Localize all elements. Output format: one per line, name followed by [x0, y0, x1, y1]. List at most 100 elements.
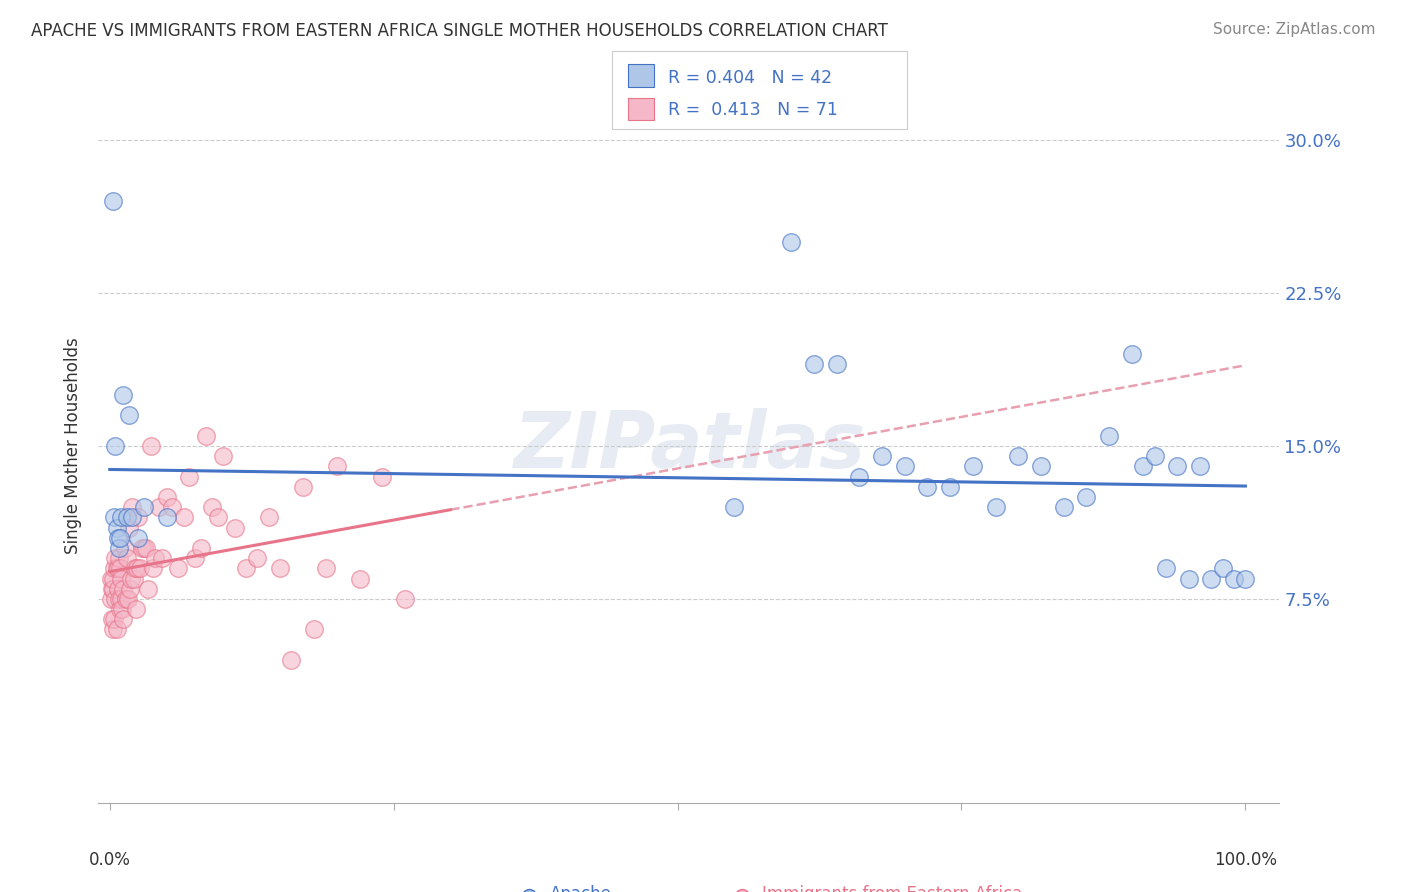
Point	[962, 459, 984, 474]
Point	[280, 653, 302, 667]
Text: APACHE VS IMMIGRANTS FROM EASTERN AFRICA SINGLE MOTHER HOUSEHOLDS CORRELATION CH: APACHE VS IMMIGRANTS FROM EASTERN AFRICA…	[31, 22, 887, 40]
Point	[112, 388, 135, 402]
Text: R = 0.404   N = 42: R = 0.404 N = 42	[668, 69, 832, 87]
Point	[110, 572, 132, 586]
Point	[162, 500, 183, 515]
Point	[201, 500, 224, 515]
Point	[120, 582, 142, 596]
Point	[848, 469, 870, 483]
Point	[179, 469, 201, 483]
Point	[121, 500, 143, 515]
Point	[127, 531, 149, 545]
Point	[143, 551, 166, 566]
Point	[138, 582, 160, 596]
Point	[108, 531, 131, 545]
Point	[108, 561, 131, 575]
Point	[1223, 572, 1246, 586]
Point	[131, 541, 153, 555]
Point	[120, 572, 142, 586]
Point	[107, 561, 129, 575]
Point	[1076, 490, 1098, 504]
Point	[100, 591, 122, 606]
Point	[723, 500, 745, 515]
Point	[939, 480, 962, 494]
Point	[104, 551, 127, 566]
Point	[125, 602, 148, 616]
Point	[107, 582, 129, 596]
Point	[148, 500, 170, 515]
Point	[103, 623, 125, 637]
Point	[1029, 459, 1052, 474]
Point	[115, 551, 138, 566]
Text: Source: ZipAtlas.com: Source: ZipAtlas.com	[1212, 22, 1375, 37]
Point	[135, 541, 157, 555]
Point	[129, 561, 152, 575]
Point	[124, 561, 146, 575]
Point	[103, 572, 125, 586]
Point	[114, 541, 136, 555]
Point	[103, 582, 125, 596]
Point	[142, 561, 165, 575]
Point	[302, 623, 325, 637]
Y-axis label: Single Mother Households: Single Mother Households	[65, 338, 83, 554]
Point	[1121, 347, 1143, 361]
Point	[104, 439, 127, 453]
Point	[103, 194, 125, 209]
Point	[825, 358, 848, 372]
Point	[173, 510, 195, 524]
Point	[780, 235, 803, 249]
Point	[105, 623, 128, 637]
Point	[207, 510, 229, 524]
Text: Apache: Apache	[550, 885, 612, 892]
Point	[155, 490, 177, 504]
Point	[150, 551, 173, 566]
Point	[112, 612, 135, 626]
Text: 0.0%: 0.0%	[89, 851, 131, 870]
Point	[1166, 459, 1188, 474]
Point	[1177, 572, 1199, 586]
Point	[115, 510, 138, 524]
Point	[167, 561, 190, 575]
Point	[1098, 429, 1121, 443]
Point	[371, 469, 394, 483]
Point	[110, 591, 132, 606]
Point	[112, 582, 135, 596]
Point	[132, 500, 155, 515]
Point	[326, 459, 349, 474]
Point	[803, 358, 825, 372]
Text: ZIPatlas: ZIPatlas	[513, 408, 865, 484]
Point	[1053, 500, 1076, 515]
Point	[315, 561, 337, 575]
Point	[118, 409, 141, 423]
Point	[190, 541, 212, 555]
Text: 100.0%: 100.0%	[1213, 851, 1277, 870]
Point	[101, 582, 124, 596]
Point	[1007, 449, 1029, 463]
Point	[1132, 459, 1154, 474]
Point	[893, 459, 915, 474]
Point	[110, 510, 132, 524]
Point	[108, 551, 131, 566]
Point	[108, 541, 131, 555]
Point	[212, 449, 235, 463]
Point	[132, 541, 155, 555]
Point	[1212, 561, 1234, 575]
Point	[291, 480, 314, 494]
Point	[111, 602, 134, 616]
Point	[870, 449, 893, 463]
Point	[257, 510, 280, 524]
Point	[103, 561, 125, 575]
Point	[246, 551, 269, 566]
Point	[108, 591, 131, 606]
Point	[224, 520, 246, 534]
Point	[125, 561, 148, 575]
Text: Immigrants from Eastern Africa: Immigrants from Eastern Africa	[762, 885, 1022, 892]
Point	[127, 510, 149, 524]
Point	[1234, 572, 1257, 586]
Point	[235, 561, 257, 575]
Point	[101, 612, 124, 626]
Point	[105, 561, 128, 575]
Point	[108, 602, 131, 616]
Point	[122, 572, 145, 586]
Point	[984, 500, 1007, 515]
